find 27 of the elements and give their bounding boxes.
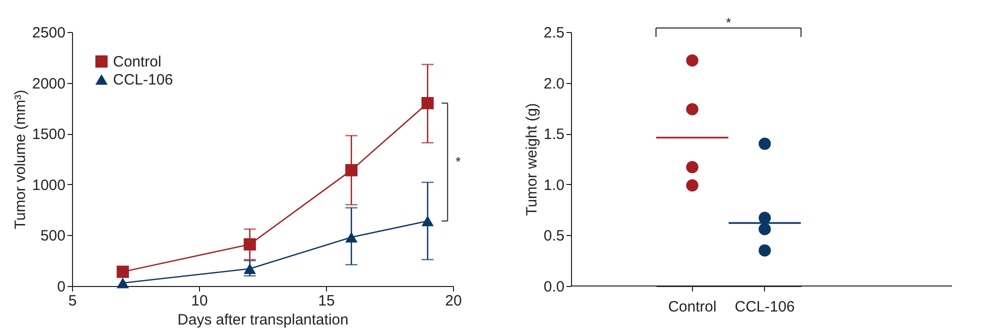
x-tick-label: 10 <box>191 292 208 310</box>
legend-label: Control <box>113 54 162 70</box>
x-tick-label: 5 <box>68 292 77 310</box>
y-tick-label: 2000 <box>32 75 66 92</box>
y-tick-label: 2.5 <box>544 24 564 42</box>
x-axis-title: Days after transplantation <box>178 312 348 328</box>
y-tick-label: 0 <box>57 278 66 296</box>
y-tick-label: 1500 <box>32 126 66 144</box>
point <box>116 278 129 288</box>
legend-label: CCL-106 <box>113 72 174 88</box>
y-tick-label: 0.0 <box>544 278 564 296</box>
y-tick-label: 500 <box>40 228 66 245</box>
x-tick-label: 15 <box>318 292 335 310</box>
text: * <box>456 154 461 170</box>
y-axis-title: Tumor weight (g) <box>524 103 541 216</box>
x-tick-label: Control <box>668 298 716 316</box>
y-tick-label: 1.0 <box>544 176 564 194</box>
x-tick-label: 20 <box>445 292 462 310</box>
y-tick-label: 1000 <box>32 176 66 194</box>
y-tick-label: 2.0 <box>544 75 564 92</box>
y-tick-label: 1.5 <box>544 126 564 144</box>
y-tick-label: 0.5 <box>544 228 564 245</box>
x-tick-label: CCL-106 <box>734 298 795 316</box>
point <box>116 266 129 278</box>
y-axis-title: Tumor volume (mm³) <box>12 90 30 230</box>
y-tick-label: 2500 <box>32 24 66 42</box>
text: * <box>726 15 732 30</box>
